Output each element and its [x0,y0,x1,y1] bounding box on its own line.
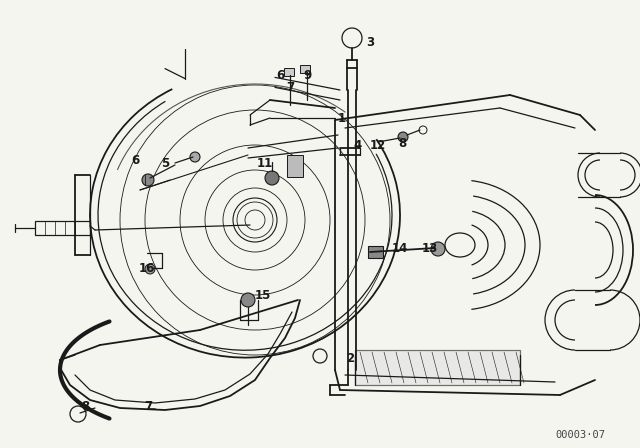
Circle shape [142,174,154,186]
Text: 12: 12 [370,138,386,151]
Bar [300,65,310,73]
Text: 16: 16 [139,262,155,275]
Text: 5: 5 [161,156,169,169]
Text: 4: 4 [354,138,362,151]
Text: 7: 7 [286,81,294,94]
Bar [35,221,90,235]
Circle shape [398,132,408,142]
Text: 14: 14 [392,241,408,254]
Text: 6: 6 [276,69,284,82]
Text: 11: 11 [257,156,273,169]
Text: 3: 3 [366,35,374,48]
Circle shape [265,171,279,185]
Text: 15: 15 [255,289,271,302]
Text: 13: 13 [422,241,438,254]
Text: 00003·07: 00003·07 [555,430,605,440]
Bar [355,350,520,385]
Circle shape [145,264,155,274]
Bar [287,155,303,177]
Bar [284,68,294,76]
Text: 9: 9 [303,69,311,82]
Circle shape [190,152,200,162]
Circle shape [241,293,255,307]
Text: 8: 8 [398,137,406,150]
Text: 1: 1 [338,112,346,125]
Text: 2: 2 [346,352,354,365]
Text: 6: 6 [131,154,139,167]
Text: 7: 7 [144,400,152,413]
Text: 8: 8 [81,400,89,413]
Bar [368,246,383,258]
Circle shape [431,242,445,256]
